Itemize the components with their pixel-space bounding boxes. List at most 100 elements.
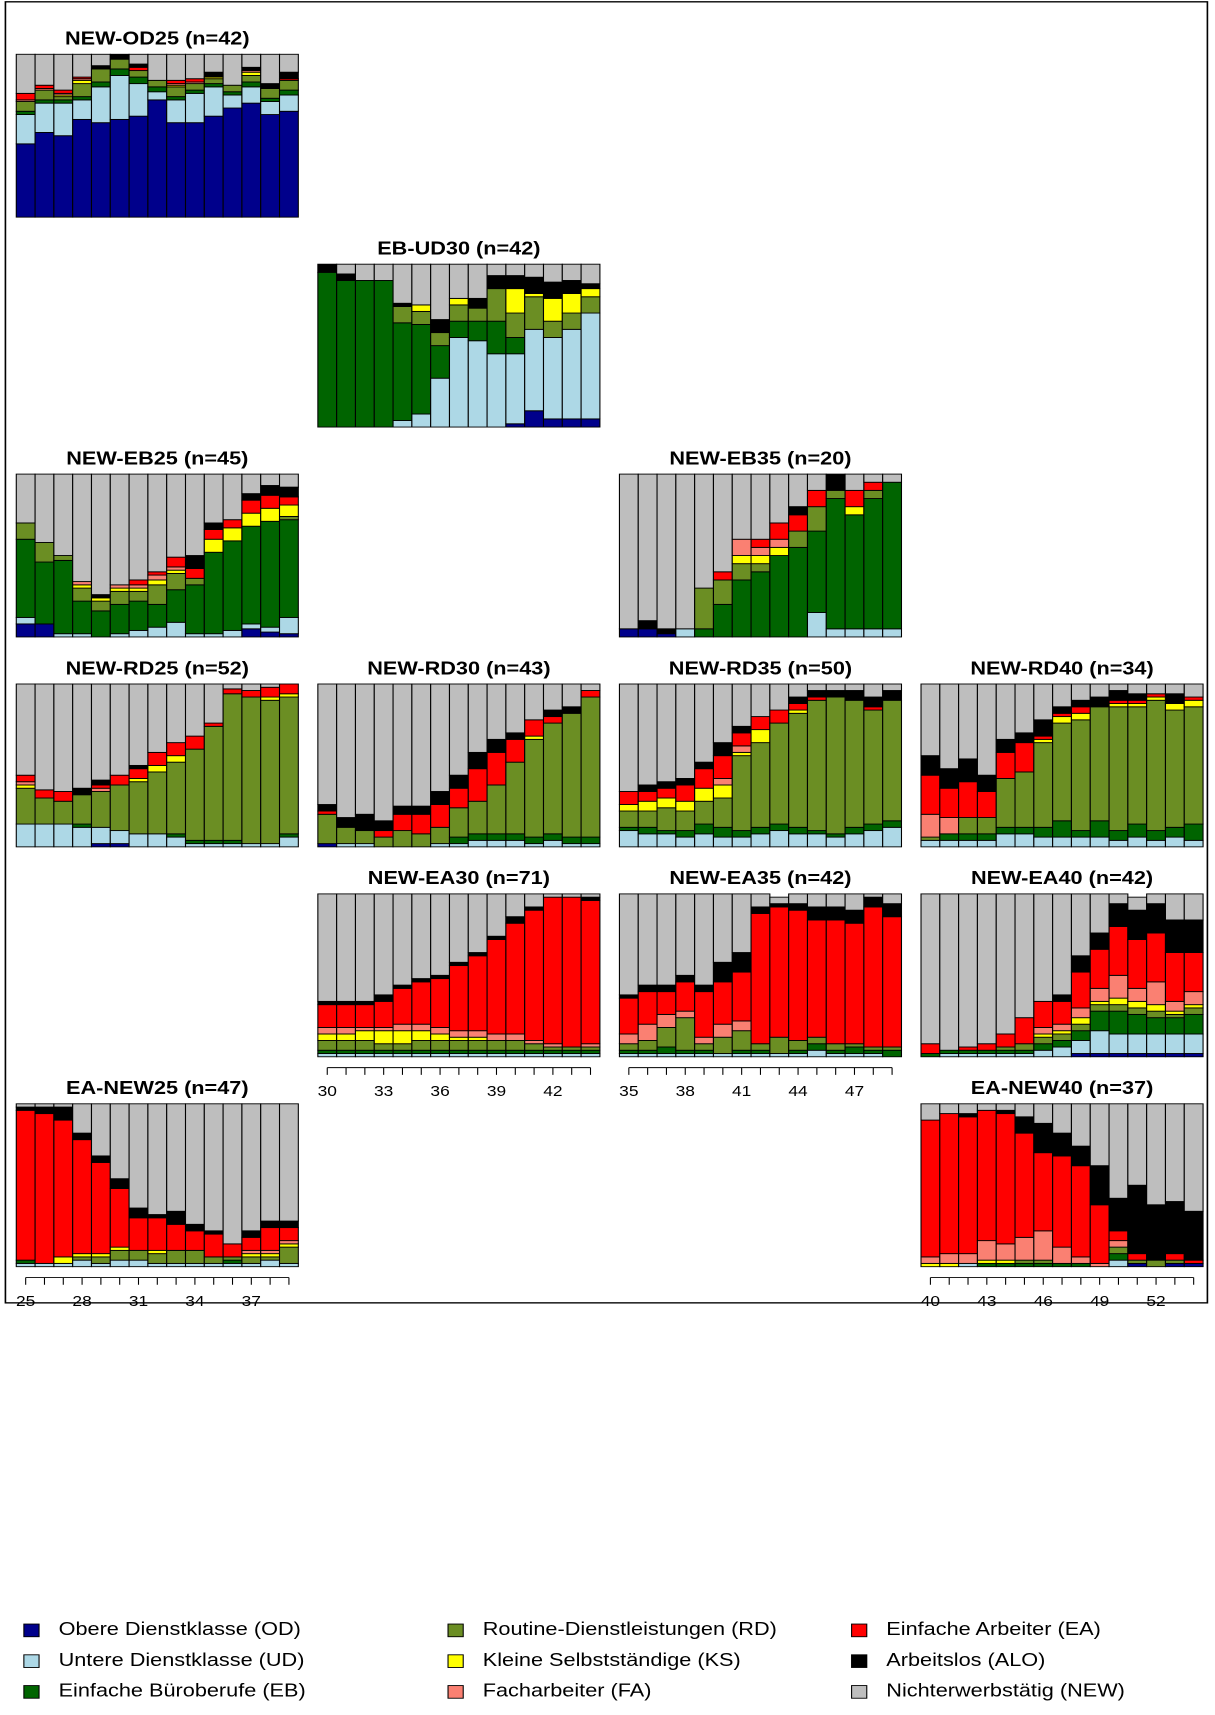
legend-label: Einfache Büroberufe (EB) xyxy=(59,1681,306,1701)
bar-segment xyxy=(128,587,149,592)
bar-segment xyxy=(1070,1007,1091,1019)
bar-segment xyxy=(430,791,451,805)
bar-segment xyxy=(1033,836,1054,848)
bar-segment xyxy=(750,538,771,548)
bar-segment xyxy=(995,1113,1016,1245)
bar-segment xyxy=(203,843,224,848)
bar-segment xyxy=(109,683,130,776)
bar-segment xyxy=(976,893,997,1045)
bar-segment xyxy=(825,833,846,838)
plot-border xyxy=(4,1,1209,1304)
panel-title: NEW-EA30 (n=71) xyxy=(368,869,550,889)
panel-title: NEW-RD25 (n=52) xyxy=(66,659,249,679)
bar-segment xyxy=(561,893,582,898)
bar-segment xyxy=(995,1259,1016,1264)
bar-segment xyxy=(486,1040,507,1051)
bar-segment xyxy=(109,58,130,70)
bar-segment xyxy=(147,574,168,581)
bar-segment xyxy=(486,839,507,848)
bar-segment xyxy=(1183,823,1204,841)
bar-segment xyxy=(1108,1053,1129,1058)
bar-segment xyxy=(109,1188,130,1248)
bar-segment xyxy=(222,1256,243,1261)
bar-segment xyxy=(90,86,111,124)
bar-segment xyxy=(392,1030,413,1045)
bar-segment xyxy=(580,1049,601,1054)
bar-segment xyxy=(1146,683,1167,695)
bar-segment xyxy=(90,610,111,638)
bar-segment xyxy=(958,781,978,818)
bar-segment xyxy=(1014,1262,1035,1268)
bar-segment xyxy=(1146,1017,1167,1035)
bar-segment xyxy=(863,696,884,708)
bar-segment xyxy=(15,787,36,825)
bar-segment xyxy=(1089,1000,1110,1006)
bar-segment xyxy=(995,751,1016,779)
bar-segment xyxy=(1014,683,1035,734)
bar-segment xyxy=(241,71,262,76)
bar-segment xyxy=(448,807,469,838)
bar-segment xyxy=(34,473,55,543)
bar-segment xyxy=(203,683,224,724)
bar-segment xyxy=(882,1046,903,1051)
bar-segment xyxy=(694,833,714,848)
bar-segment xyxy=(241,623,262,630)
bar-segment xyxy=(109,774,130,786)
bar-segment xyxy=(203,1233,224,1258)
bar-segment xyxy=(712,742,733,757)
bar-segment xyxy=(675,830,696,838)
bar-segment xyxy=(53,135,74,218)
bar-segment xyxy=(336,843,357,848)
bar-segment xyxy=(448,843,469,848)
bar-segment xyxy=(1052,1030,1072,1035)
bar-segment xyxy=(467,683,488,753)
bar-segment xyxy=(72,787,93,796)
bar-segment xyxy=(392,813,413,832)
bar-segment xyxy=(618,830,639,848)
bar-segment xyxy=(694,587,714,630)
bar-segment xyxy=(373,1053,394,1058)
bar-segment xyxy=(825,919,846,1045)
bar-segment xyxy=(806,833,827,848)
bar-segment xyxy=(260,1253,281,1258)
bar-segment xyxy=(618,628,639,638)
bar-segment xyxy=(939,683,960,770)
bar-segment xyxy=(731,1030,752,1051)
bar-segment xyxy=(580,690,601,698)
bar-segment xyxy=(656,1053,677,1058)
bar-segment xyxy=(788,696,809,704)
bar-segment xyxy=(203,1103,224,1232)
bar-segment xyxy=(147,79,168,88)
bar-segment xyxy=(260,83,281,89)
bar-segment xyxy=(90,791,111,828)
x-tick-label: 42 xyxy=(543,1084,562,1099)
bar-segment xyxy=(524,719,545,737)
bar-segment xyxy=(1108,926,1129,976)
legend-swatch xyxy=(447,1654,464,1668)
bar-segment xyxy=(882,481,903,630)
bar-segment xyxy=(788,546,809,638)
bar-segment xyxy=(448,337,469,428)
bar-segment xyxy=(920,1256,941,1264)
bar-segment xyxy=(430,377,451,428)
bar-segment xyxy=(53,791,74,802)
bar-segment xyxy=(712,1053,733,1058)
bar-segment xyxy=(147,771,168,835)
bar-segment xyxy=(109,843,130,848)
bar-segment xyxy=(939,839,960,848)
bar-segment xyxy=(976,1262,997,1268)
bar-segment xyxy=(1108,1033,1129,1054)
bar-segment xyxy=(90,1253,111,1258)
bar-segment xyxy=(505,839,526,848)
bar-segment xyxy=(1070,971,1091,1009)
bar-segment xyxy=(317,1004,338,1028)
bar-segment xyxy=(1070,1165,1091,1258)
bar-segment xyxy=(15,781,36,786)
bar-segment xyxy=(203,1230,224,1235)
bar-segment xyxy=(166,1249,187,1264)
bar-segment xyxy=(844,489,865,508)
bar-segment xyxy=(373,994,394,1002)
bar-segment xyxy=(448,320,469,338)
bar-segment xyxy=(788,909,809,1041)
bar-segment xyxy=(109,53,130,60)
